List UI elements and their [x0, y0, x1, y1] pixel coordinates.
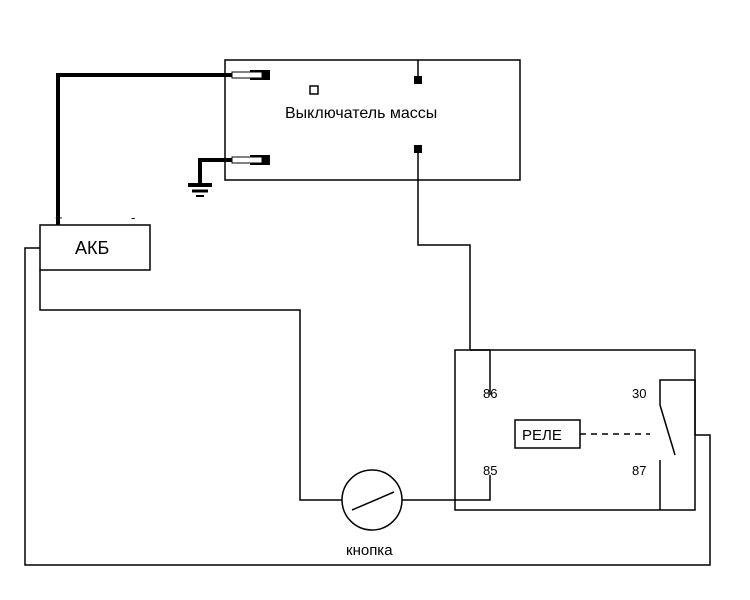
relay-box [455, 350, 695, 510]
terminal-inner-left [310, 86, 318, 94]
contact-blade [660, 405, 675, 455]
wire-85-to-button [402, 475, 490, 500]
battery-minus: - [131, 210, 135, 225]
button-label: кнопка [346, 542, 393, 559]
wire-bottom-loop [25, 248, 710, 565]
wire-button-to-batt [40, 270, 342, 500]
terminal-inner-bot [414, 145, 422, 153]
battery-label: АКБ [75, 238, 109, 258]
terminal-bot-left-plug [232, 157, 262, 163]
circuit-diagram: + - АКБ Выключатель массы РЕЛЕ 86 85 30 … [0, 0, 750, 600]
wire-to-relay-86 [418, 153, 470, 350]
wire-to-30 [660, 380, 695, 435]
button-blade [352, 492, 394, 510]
terminal-top-left-plug [232, 72, 262, 78]
pin-30: 30 [632, 386, 646, 401]
button-circle [342, 470, 402, 530]
mass-switch-label: Выключатель массы [285, 105, 437, 122]
terminal-inner-top [414, 76, 422, 84]
wire-ground-stub [200, 160, 232, 185]
wire-batt-plus [58, 75, 232, 225]
pin-87: 87 [632, 463, 646, 478]
relay-label: РЕЛЕ [522, 427, 562, 444]
